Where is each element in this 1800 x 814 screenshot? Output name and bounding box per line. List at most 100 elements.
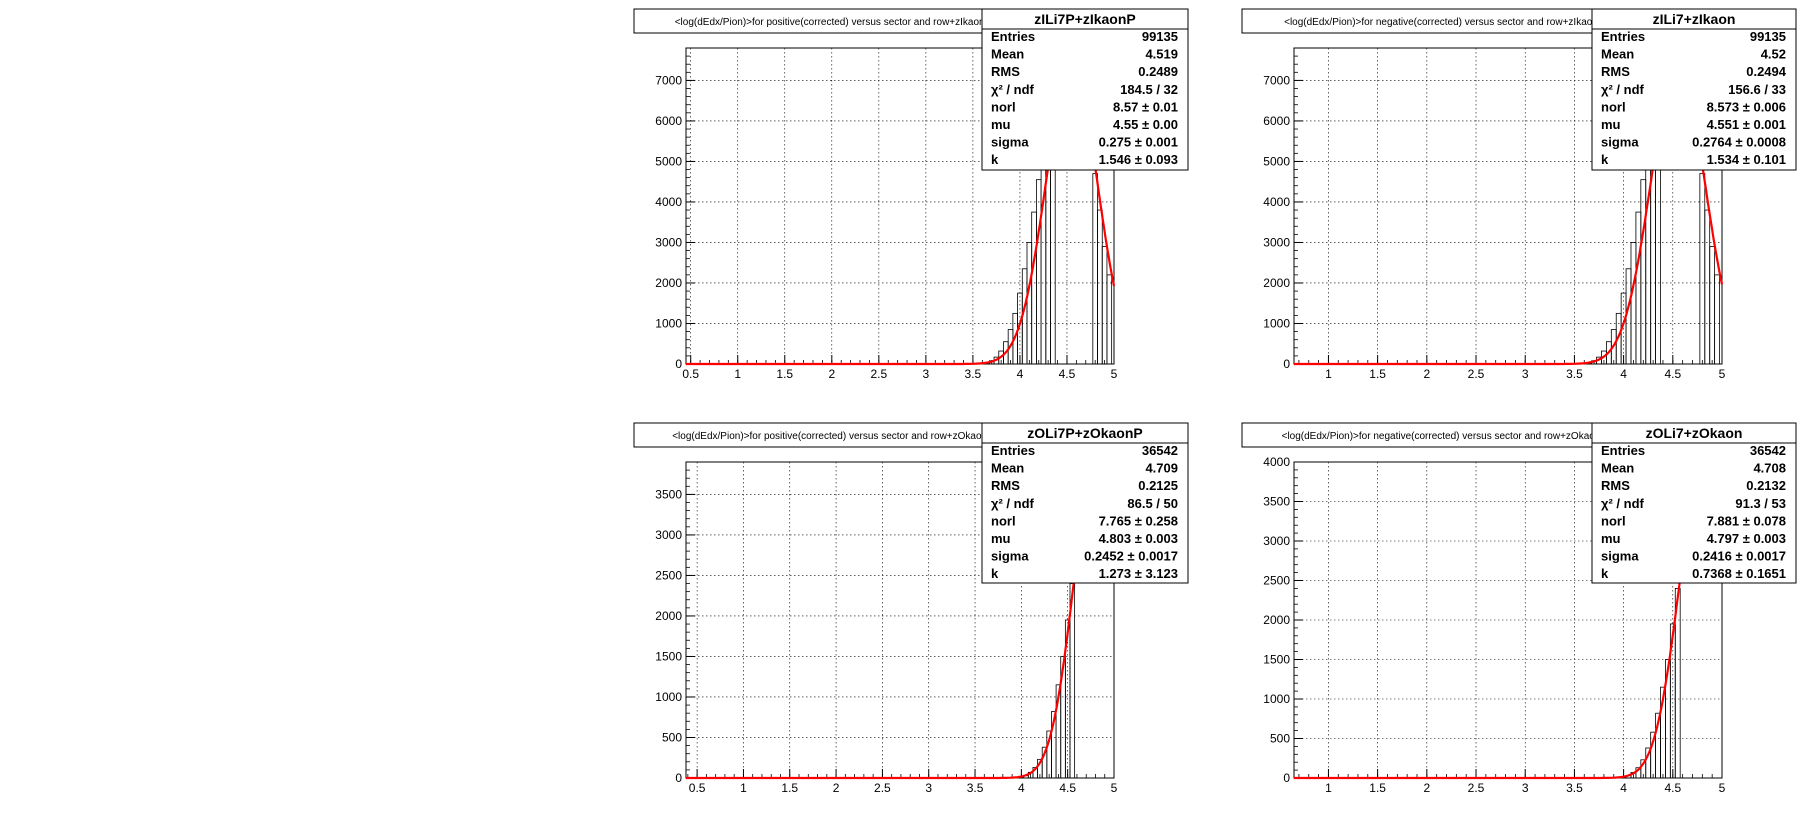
y-tick-label: 7000 [655, 73, 682, 87]
y-tick-label: 0 [675, 357, 682, 371]
stats-row-label: norl [991, 513, 1016, 528]
stats-row-value: 4.803 ± 0.003 [1099, 531, 1178, 546]
y-tick-label: 6000 [655, 114, 682, 128]
y-tick-label: 3000 [655, 528, 682, 542]
x-tick-label: 4.5 [1664, 367, 1681, 381]
y-tick-label: 2000 [655, 276, 682, 290]
title-box [633, 422, 1033, 448]
stats-row-label: Mean [991, 461, 1024, 476]
stats-row-label: mu [991, 117, 1011, 132]
x-tick-label: 3 [1522, 367, 1529, 381]
stats-row-label: k [1601, 566, 1609, 581]
stats-row-label: sigma [1601, 549, 1639, 564]
stats-row-label: k [991, 566, 999, 581]
y-tick-label: 3000 [1263, 235, 1290, 249]
y-tick-label: 500 [662, 730, 682, 744]
fit-curve [686, 65, 1116, 366]
x-tick-label: 4.5 [1059, 781, 1076, 795]
stats-row-value: 0.7368 ± 0.1651 [1692, 566, 1786, 581]
chart-title: <log(dEdx/Pion)>for positive(corrected) … [675, 17, 992, 28]
chart-panel-1: 0.5 1 1.5 2 2.5 3 3.5 4 4.5 5 0 1000 2000 3000 4000 500… [633, 8, 1189, 381]
stats-box-frame [1591, 422, 1797, 584]
stats-row-value: 4.52 [1761, 47, 1786, 62]
y-tick-label: 4000 [1263, 195, 1290, 209]
stats-row-label: RMS [991, 64, 1020, 79]
x-tick-label: 2.5 [1468, 781, 1485, 795]
stats-row-label: mu [1601, 531, 1621, 546]
stats-name: zOLi7+zOkaon [1646, 425, 1743, 441]
stats-row-value: 4.797 ± 0.003 [1707, 531, 1786, 546]
fit-curve [1294, 472, 1724, 780]
stats-box-frame [981, 422, 1189, 584]
chart-title: <log(dEdx/Pion)>for positive(corrected) … [672, 431, 994, 442]
x-tick-label: 3 [925, 781, 932, 795]
title-box [633, 8, 1033, 34]
x-tick-label: 2.5 [874, 781, 891, 795]
stats-box: zOLi7P+zOkaonP Entries 36542 Mean 4.709 RMS 0.… [981, 422, 1189, 584]
stats-row-value: 4.55 ± 0.00 [1113, 117, 1178, 132]
stats-row-value: 99135 [1750, 29, 1786, 44]
y-tick-label: 1500 [1263, 653, 1290, 667]
stats-row-value: 1.534 ± 0.101 [1707, 152, 1786, 167]
x-tick-label: 1 [1325, 781, 1332, 795]
y-tick-label: 2500 [655, 568, 682, 582]
chart-panel-3: 0.5 1 1.5 2 2.5 3 3.5 4 4.5 5 0 500 1000 1500 2000 2500… [633, 422, 1189, 795]
stats-row-label: χ² / ndf [991, 82, 1035, 97]
x-tick-label: 3 [1522, 781, 1529, 795]
title-box [1241, 422, 1641, 448]
stats-row-label: Entries [991, 29, 1035, 44]
chart-title: <log(dEdx/Pion)>for negative(corrected) … [1284, 17, 1598, 28]
stats-row-value: 4.519 [1145, 47, 1178, 62]
stats-row-label: Mean [991, 47, 1024, 62]
title-box [1241, 8, 1641, 34]
stats-row-label: sigma [991, 549, 1029, 564]
stats-row-value: 86.5 / 50 [1127, 496, 1178, 511]
stats-row-label: Mean [1601, 47, 1634, 62]
x-tick-label: 5 [1719, 367, 1726, 381]
chart-panel-2: 1 1.5 2 2.5 3 3.5 4 4.5 5 0 1000 2000 3000 4000 5000 60… [1241, 8, 1797, 381]
stats-row-value: 0.2764 ± 0.0008 [1692, 135, 1786, 150]
y-tick-label: 0 [1283, 357, 1290, 371]
stats-row-value: 184.5 / 32 [1120, 82, 1178, 97]
x-tick-label: 4.5 [1059, 367, 1076, 381]
stats-row-value: 1.546 ± 0.093 [1099, 152, 1178, 167]
x-tick-label: 3.5 [967, 781, 984, 795]
y-tick-label: 4000 [1263, 455, 1290, 469]
x-tick-label: 4 [1018, 781, 1025, 795]
hist-bin [1069, 583, 1076, 779]
y-tick-label: 3000 [1263, 534, 1290, 548]
x-tick-label: 2 [1423, 781, 1430, 795]
y-tick-label: 6000 [1263, 114, 1290, 128]
chart-title: <log(dEdx/Pion)>for negative(corrected) … [1282, 431, 1601, 442]
x-tick-label: 1.5 [776, 367, 793, 381]
stats-box: zILi7+zIkaon Entries 99135 Mean 4.52 RMS 0.249… [1591, 8, 1797, 171]
stats-name: zILi7+zIkaon [1653, 11, 1736, 27]
stats-row-value: 0.2132 [1746, 478, 1786, 493]
stats-row-value: 36542 [1750, 443, 1786, 458]
x-tick-label: 0.5 [682, 367, 699, 381]
stats-name: zILi7P+zIkaonP [1034, 11, 1136, 27]
stats-box-frame [1591, 8, 1797, 171]
y-tick-label: 1000 [655, 690, 682, 704]
x-tick-label: 4 [1620, 781, 1627, 795]
x-tick-label: 3.5 [1566, 781, 1583, 795]
x-tick-label: 2 [828, 367, 835, 381]
y-tick-label: 3500 [1263, 495, 1290, 509]
y-tick-label: 4000 [655, 195, 682, 209]
stats-row-label: sigma [1601, 135, 1639, 150]
stats-row-value: 7.765 ± 0.258 [1099, 513, 1178, 528]
stats-row-value: 8.57 ± 0.01 [1113, 99, 1178, 114]
stats-row-label: Entries [991, 443, 1035, 458]
x-tick-label: 2 [833, 781, 840, 795]
y-tick-label: 2500 [1263, 574, 1290, 588]
stats-row-label: k [1601, 152, 1609, 167]
stats-row-value: 91.3 / 53 [1735, 496, 1786, 511]
y-tick-label: 1000 [1263, 692, 1290, 706]
x-tick-label: 5 [1719, 781, 1726, 795]
x-tick-label: 3 [923, 367, 930, 381]
stats-row-value: 0.2494 [1746, 64, 1787, 79]
x-tick-label: 2 [1423, 367, 1430, 381]
stats-row-value: 0.275 ± 0.001 [1099, 135, 1178, 150]
